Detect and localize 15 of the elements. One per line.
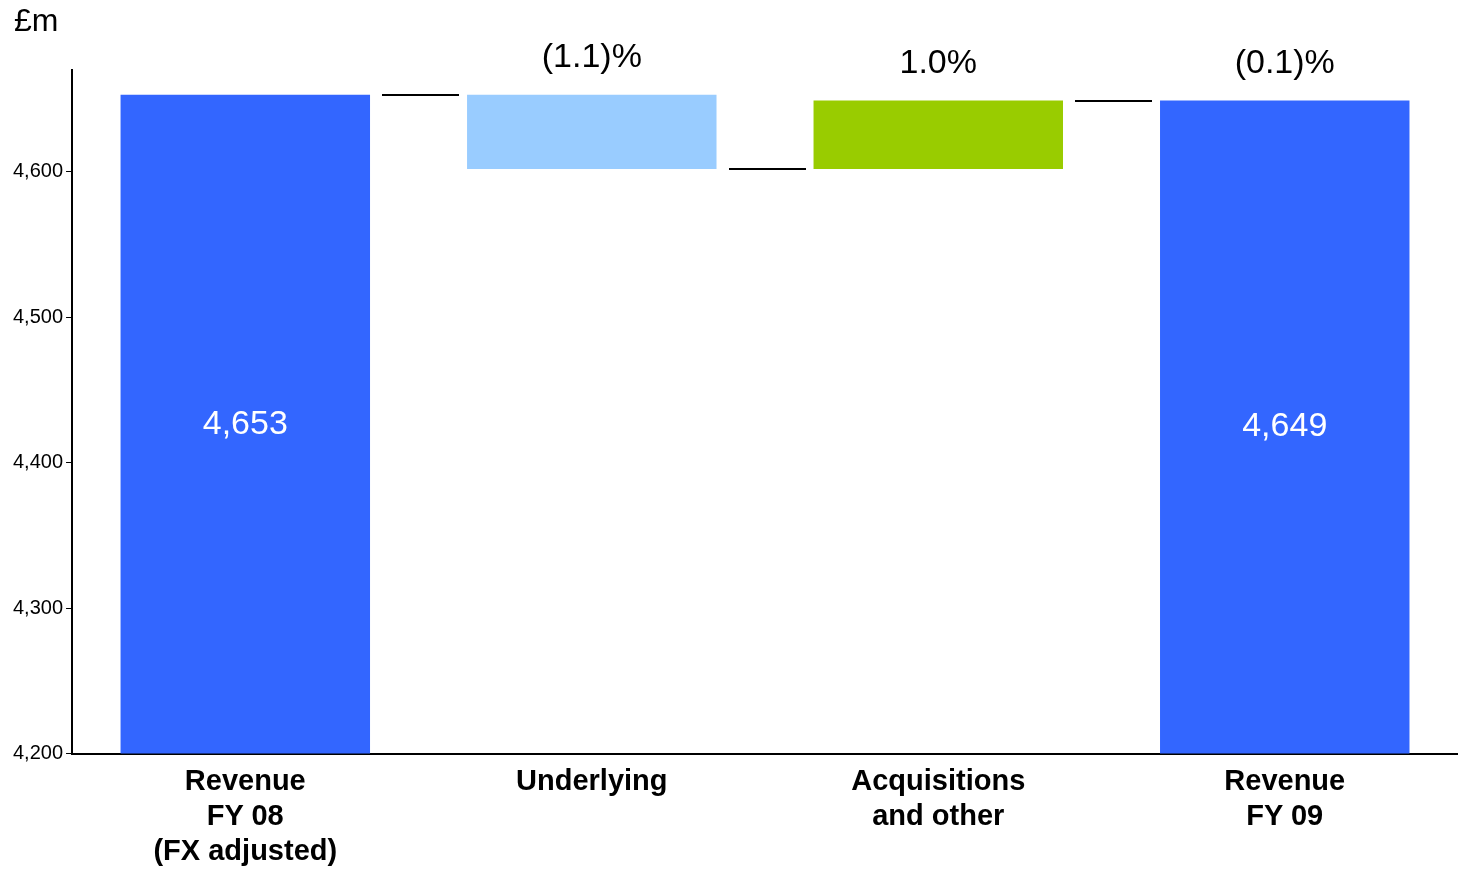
annotation: 1.0% bbox=[899, 41, 978, 80]
data-label: 4,649 bbox=[1242, 405, 1328, 444]
x-tick-label: Revenue FY 08 (FX adjusted) bbox=[153, 764, 338, 866]
data-label: 4,653 bbox=[202, 402, 288, 441]
annotation: (0.1)% bbox=[1234, 41, 1335, 80]
y-axis-title: £m bbox=[14, 2, 59, 39]
y-tick-label: 4,400 bbox=[12, 450, 64, 473]
y-tick-label: 4,200 bbox=[12, 741, 64, 764]
x-tick-label: Underlying bbox=[516, 764, 668, 796]
annotation: (1.1)% bbox=[541, 36, 642, 75]
y-tick-label: 4,500 bbox=[12, 304, 64, 327]
y-tick-label: 4,300 bbox=[12, 595, 64, 618]
x-tick-label: Acquisitions and other bbox=[851, 764, 1026, 831]
y-tick-label: 4,600 bbox=[12, 159, 64, 182]
x-tick-label: Revenue FY 09 bbox=[1224, 764, 1346, 831]
